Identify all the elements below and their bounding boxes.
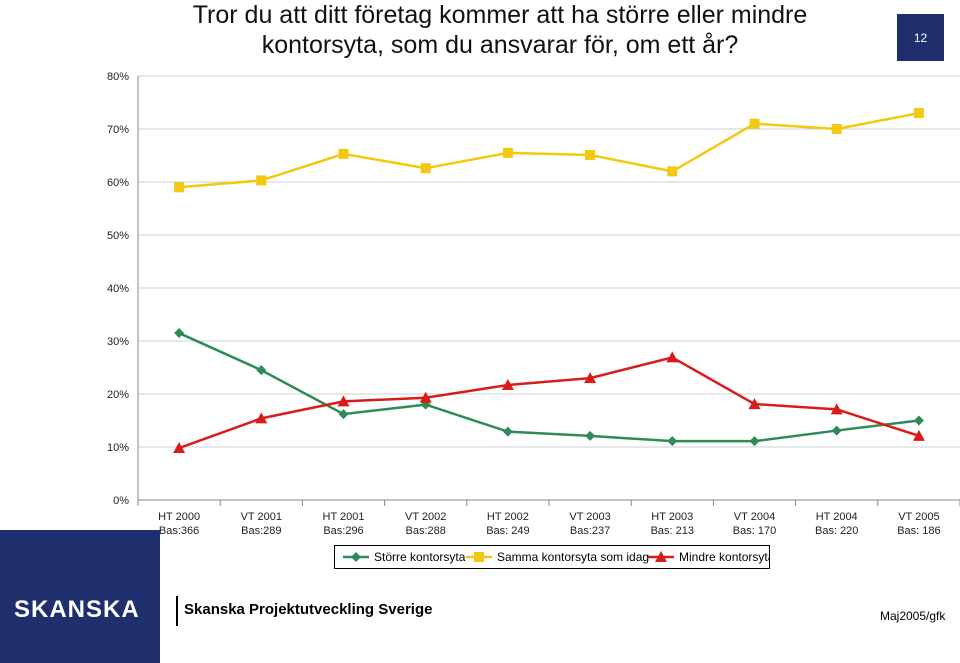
x-tick-label: VT 2005 [898, 511, 939, 523]
x-tick-label: HT 2004 [816, 511, 858, 523]
legend-label: Mindre kontorsyta [679, 550, 769, 564]
y-tick-label: 0% [113, 495, 129, 507]
data-point [502, 426, 513, 437]
skanska-logo: SKANSKA [14, 596, 140, 623]
y-tick-label: 70% [107, 124, 129, 136]
data-point [338, 148, 349, 159]
x-tick-label: VT 2004 [734, 511, 775, 523]
data-point [666, 351, 679, 363]
x-tick-label: HT 2003 [651, 511, 693, 523]
page-number-badge: 12 [897, 14, 944, 61]
legend-marker [655, 551, 667, 562]
data-point [913, 415, 924, 426]
y-tick-label: 20% [107, 389, 129, 401]
data-point [667, 166, 678, 177]
y-tick-label: 30% [107, 336, 129, 348]
series-line [178, 331, 920, 443]
x-tick-label: HT 2001 [323, 511, 365, 523]
footer-organization: Skanska Projektutveckling Sverige [184, 601, 433, 618]
footer-divider [176, 596, 178, 626]
series-line [178, 356, 920, 450]
data-point [174, 182, 185, 193]
data-point [338, 409, 349, 420]
data-point [585, 430, 596, 441]
data-point [174, 328, 185, 339]
data-point [256, 365, 267, 376]
data-point [831, 124, 842, 134]
legend-marker [474, 552, 484, 562]
y-tick-label: 50% [107, 230, 129, 242]
data-point [831, 425, 842, 436]
x-tick-base-label: Bas:289 [241, 525, 281, 537]
data-point [749, 436, 760, 447]
x-tick-label: HT 2000 [158, 511, 200, 523]
data-point [256, 175, 267, 186]
x-tick-label: HT 2002 [487, 511, 529, 523]
footer-date: Maj2005/gfk [880, 609, 946, 623]
data-point [501, 378, 514, 390]
data-point [584, 372, 597, 384]
data-point [420, 163, 431, 174]
legend-label: Större kontorsyta [374, 550, 466, 564]
legend-label: Samma kontorsyta som idag [497, 550, 649, 564]
x-tick-base-label: Bas: 249 [486, 525, 529, 537]
footer-brand-band [0, 530, 160, 663]
data-point [912, 429, 925, 441]
x-tick-base-label: Bas: 170 [733, 525, 776, 537]
x-tick-label: VT 2002 [405, 511, 446, 523]
x-tick-base-label: Bas: 186 [897, 525, 940, 537]
x-tick-base-label: Bas: 213 [651, 525, 694, 537]
x-tick-label: VT 2003 [569, 511, 610, 523]
x-tick-base-label: Bas:288 [406, 525, 446, 537]
legend-items: Större kontorsyta Samma kontorsyta som id… [343, 550, 775, 564]
legend-marker [351, 552, 361, 562]
x-tick-base-label: Bas:296 [323, 525, 363, 537]
y-tick-label: 60% [107, 177, 129, 189]
data-point [419, 391, 432, 403]
data-point [173, 442, 186, 454]
data-point [913, 108, 924, 119]
data-point [337, 395, 350, 407]
y-tick-label: 80% [107, 71, 129, 83]
chart-legend: Större kontorsyta Samma kontorsyta som id… [334, 545, 775, 569]
y-tick-label: 40% [107, 283, 129, 295]
data-point [502, 147, 513, 158]
series-line [178, 111, 920, 189]
data-point [585, 149, 596, 160]
y-tick-label: 10% [107, 442, 129, 454]
x-tick-label: VT 2001 [241, 511, 282, 523]
data-point [748, 398, 761, 410]
data-point [830, 403, 843, 415]
chart-title: Tror du att ditt företag kommer att ha s… [192, 1, 808, 59]
data-point [667, 436, 678, 447]
data-point [749, 118, 760, 129]
x-tick-base-label: Bas: 220 [815, 525, 858, 537]
x-tick-base-label: Bas:237 [570, 525, 610, 537]
x-tick-base-label: Bas:366 [159, 525, 199, 537]
data-point [255, 412, 268, 424]
